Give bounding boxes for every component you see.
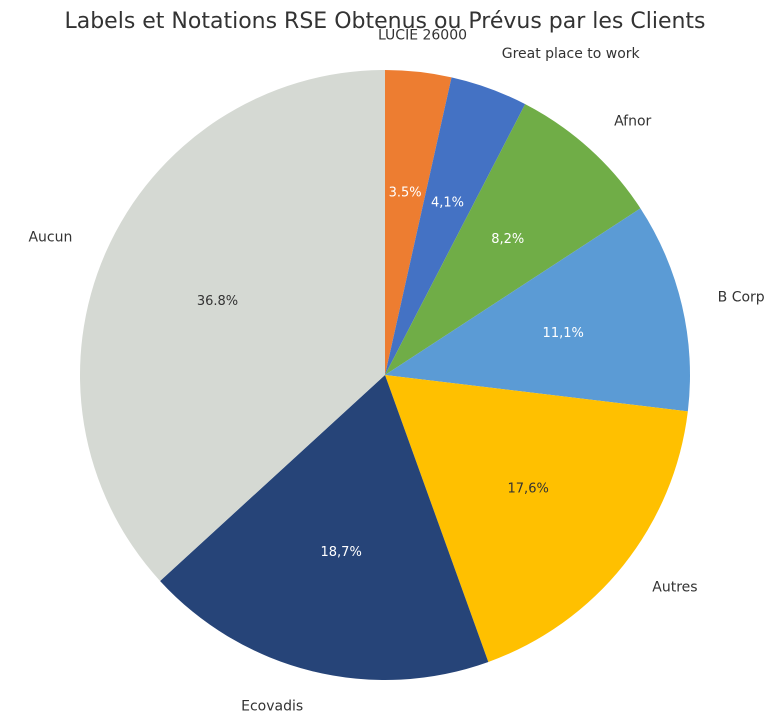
category-label: Ecovadis <box>241 699 303 711</box>
category-label: B Corp <box>718 289 765 305</box>
value-label: 4,1% <box>431 196 464 211</box>
category-label: Autres <box>652 580 697 596</box>
value-label: 11,1% <box>543 326 584 341</box>
pie-slice <box>385 70 452 375</box>
chart-title: Labels et Notations RSE Obtenus ou Prévu… <box>64 9 705 34</box>
pie-slice <box>80 70 386 581</box>
category-label: Aucun <box>28 229 72 245</box>
value-label: 36.8% <box>197 294 238 309</box>
category-label: LUCIE 26000 <box>378 27 467 43</box>
category-label: Great place to work <box>502 46 641 62</box>
value-label: 18,7% <box>321 545 362 560</box>
value-label: 17,6% <box>508 481 549 496</box>
pie-slice <box>385 208 691 412</box>
pie-slice <box>385 375 688 662</box>
value-label: 3.5% <box>389 186 422 201</box>
value-label: 8,2% <box>491 232 524 247</box>
category-label: Afnor <box>614 114 651 130</box>
pie-slice <box>385 104 641 376</box>
pie-slice <box>385 77 526 375</box>
pie-slice <box>160 375 489 680</box>
